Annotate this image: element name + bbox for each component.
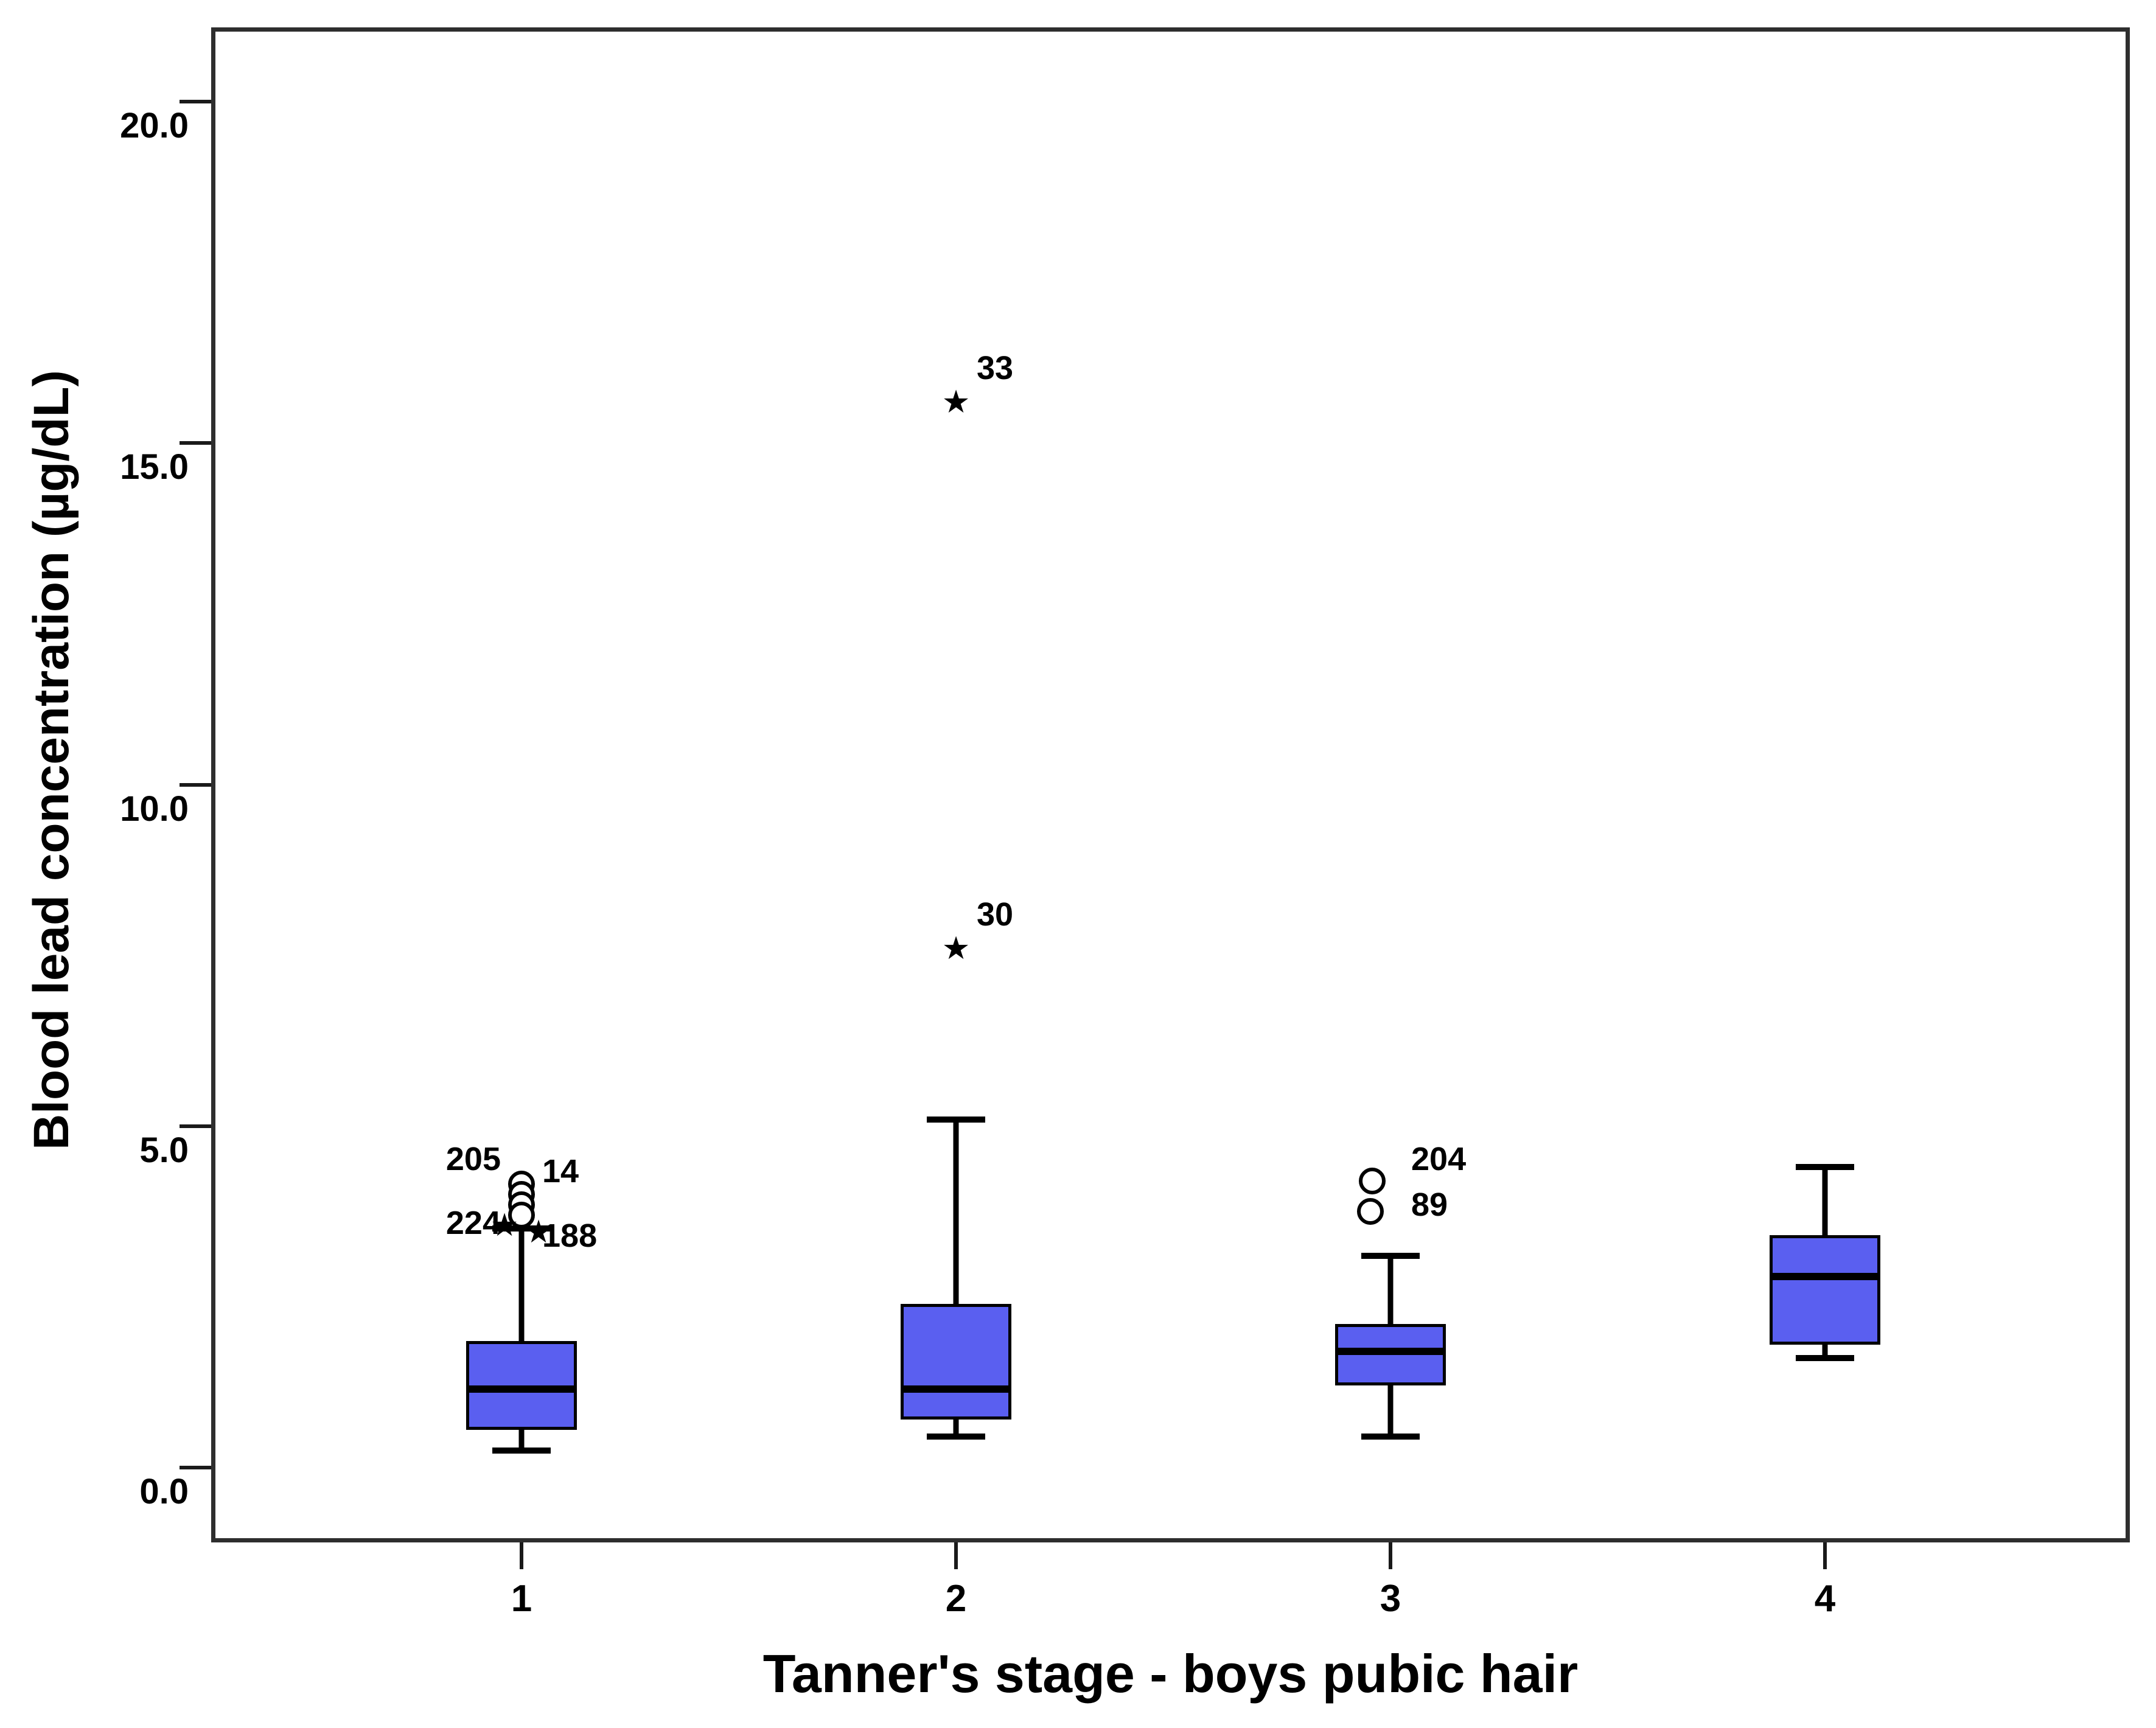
x-axis-tick [520, 1542, 523, 1569]
outlier-circle [1357, 1198, 1384, 1225]
y-tick-label: 20.0 [120, 106, 189, 145]
lower-whisker-cat2 [953, 1420, 959, 1437]
upper-whisker-cat2 [953, 1119, 959, 1304]
outlier-circle [508, 1201, 535, 1228]
lower-whisker-cat3 [1387, 1385, 1394, 1437]
upper-whisker-cap-cat3 [1361, 1253, 1420, 1259]
median-line-cat2 [901, 1385, 1011, 1393]
y-tick-label: 15.0 [120, 447, 189, 487]
x-axis-tick [954, 1542, 958, 1569]
outlier-circle [1359, 1167, 1386, 1194]
y-axis-tick [180, 100, 211, 103]
iqr-box-cat2 [901, 1303, 1011, 1420]
outlier-label: 224 [445, 1205, 501, 1242]
iqr-box-cat4 [1770, 1235, 1880, 1345]
y-axis-tick [180, 1124, 211, 1128]
median-line-cat1 [466, 1385, 577, 1393]
median-line-cat3 [1335, 1348, 1446, 1356]
outlier-label: 33 [977, 349, 1014, 386]
x-axis-tick [1823, 1542, 1827, 1569]
x-tick-label: 2 [945, 1578, 967, 1620]
upper-whisker-cat4 [1822, 1167, 1828, 1236]
outlier-star: ★ [941, 384, 971, 420]
lower-whisker-cap-cat4 [1796, 1355, 1854, 1362]
upper-whisker-cap-cat1 [492, 1225, 551, 1232]
y-tick-label: 0.0 [139, 1472, 189, 1511]
y-axis-tick [180, 441, 211, 445]
upper-whisker-cap-cat2 [927, 1116, 985, 1123]
upper-whisker-cap-cat4 [1796, 1164, 1854, 1171]
y-tick-label: 10.0 [120, 789, 189, 829]
lower-whisker-cap-cat3 [1361, 1434, 1420, 1440]
x-tick-label: 4 [1814, 1578, 1836, 1620]
outlier-star: ★ [941, 930, 971, 966]
outlier-label: 188 [542, 1218, 598, 1255]
x-tick-label: 1 [511, 1578, 532, 1620]
y-axis-tick [180, 782, 211, 787]
outlier-label: 204 [1411, 1140, 1467, 1177]
lower-whisker-cat4 [1822, 1344, 1828, 1359]
y-axis-tick [180, 1466, 211, 1469]
x-axis-title: Tanner's stage - boys pubic hair [762, 1643, 1579, 1704]
outlier-label: 30 [977, 896, 1014, 933]
outlier-star: ★ [524, 1214, 553, 1250]
outlier-label: 89 [1411, 1186, 1448, 1223]
outlier-star: ★ [490, 1207, 519, 1243]
median-line-cat4 [1770, 1272, 1880, 1280]
x-tick-label: 3 [1380, 1578, 1401, 1620]
outlier-label: 14 [542, 1152, 579, 1190]
upper-whisker-cat1 [518, 1228, 525, 1342]
upper-whisker-cat3 [1387, 1256, 1394, 1325]
lower-whisker-cap-cat1 [492, 1447, 551, 1454]
lower-whisker-cap-cat2 [927, 1434, 985, 1440]
y-tick-label: 5.0 [139, 1130, 189, 1170]
outlier-label: 205 [445, 1140, 501, 1177]
x-axis-tick [1389, 1542, 1392, 1569]
lower-whisker-cat1 [518, 1430, 525, 1451]
y-axis-title: Blood lead concentration (µg/dL) [24, 370, 79, 1150]
